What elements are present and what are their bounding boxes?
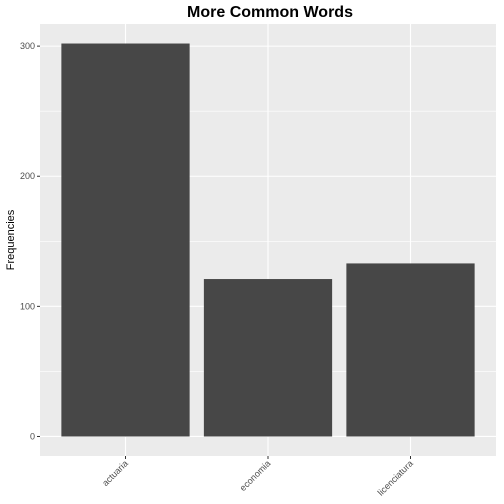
bar-economia (203, 279, 333, 437)
bar-actuaria (61, 43, 190, 437)
x-tick-label: economia (238, 458, 273, 493)
y-axis-title: Frequencies (5, 209, 17, 270)
y-tick-label: 300 (20, 41, 35, 51)
x-tick-label: actuaria (100, 458, 130, 488)
x-axis: actuaria economia licenciatura (100, 456, 415, 498)
bar-licenciatura (346, 263, 475, 437)
y-axis: 0 100 200 300 (20, 41, 40, 441)
y-tick-label: 0 (30, 431, 35, 441)
y-tick-label: 100 (20, 301, 35, 311)
bars (61, 43, 475, 437)
chart-title: More Common Words (187, 4, 353, 21)
x-tick-label: licenciatura (376, 458, 415, 497)
y-tick-label: 200 (20, 171, 35, 181)
